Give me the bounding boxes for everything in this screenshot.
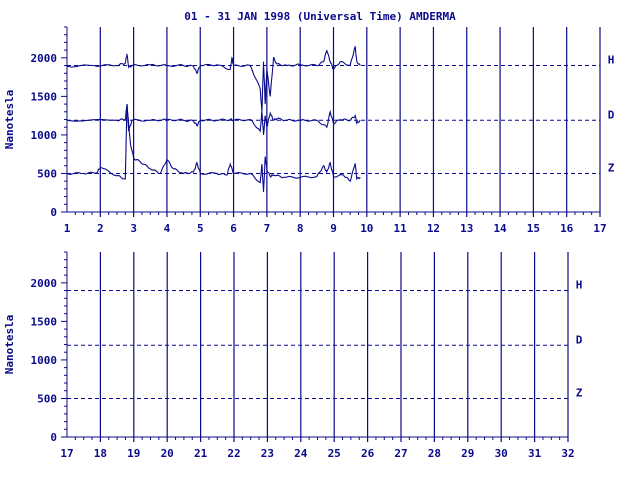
- panel-days-17-32: 0 500 1000 1500 2000 Nanotesla 17 18 19 20 21 22 23 2…: [3, 251, 583, 460]
- x-tick-label: 8: [297, 222, 304, 235]
- x-tick-label: 16: [560, 222, 574, 235]
- x-tick-label: 11: [394, 222, 408, 235]
- x-tick-label: 3: [130, 222, 137, 235]
- x-tick-label: 19: [127, 447, 140, 460]
- series-d-trace: [66, 104, 361, 135]
- x-tick-label: 32: [561, 447, 574, 460]
- y-tick-label: 1500: [31, 90, 58, 103]
- x-tick-label: 2: [97, 222, 104, 235]
- y-tick-label: 1000: [31, 129, 58, 142]
- y-tick-label: 1500: [31, 315, 58, 328]
- x-tick-label: 5: [197, 222, 204, 235]
- chart-title: 01 - 31 JAN 1998 (Universal Time) AMDERM…: [184, 10, 456, 23]
- component-label-h: H: [576, 279, 583, 292]
- y-tick-label: 2000: [31, 277, 58, 290]
- y-tick-label: 1000: [31, 354, 58, 367]
- component-label-h: H: [608, 54, 615, 67]
- x-tick-label: 12: [427, 222, 440, 235]
- series-h-trace: [66, 46, 361, 112]
- x-tick-label: 17: [60, 447, 73, 460]
- x-tick-label: 9: [330, 222, 337, 235]
- x-tick-label: 15: [527, 222, 540, 235]
- y-tick-label: 500: [37, 167, 57, 180]
- x-tick-label: 24: [294, 447, 308, 460]
- x-tick-label: 14: [493, 222, 507, 235]
- x-tick-label: 21: [194, 447, 208, 460]
- y-tick-label: 0: [50, 206, 57, 219]
- x-tick-label: 27: [394, 447, 407, 460]
- x-tick-label: 31: [528, 447, 542, 460]
- y-axis-label: Nanotesla: [3, 90, 16, 150]
- y-axis-label: Nanotesla: [3, 315, 16, 375]
- x-tick-label: 7: [264, 222, 271, 235]
- x-tick-label: 17: [593, 222, 606, 235]
- y-tick-label: 0: [50, 431, 57, 444]
- x-tick-label: 10: [360, 222, 373, 235]
- x-tick-label: 4: [164, 222, 171, 235]
- x-tick-label: 22: [227, 447, 240, 460]
- x-tick-label: 6: [230, 222, 237, 235]
- x-tick-label: 29: [461, 447, 474, 460]
- x-tick-label: 1: [64, 222, 71, 235]
- component-label-z: Z: [608, 161, 615, 174]
- x-tick-label: 13: [460, 222, 473, 235]
- series-z-trace: [66, 104, 361, 193]
- x-tick-label: 28: [428, 447, 441, 460]
- y-tick-label: 2000: [31, 52, 58, 65]
- x-tick-label: 18: [94, 447, 107, 460]
- x-tick-label: 20: [161, 447, 174, 460]
- component-label-d: D: [576, 333, 583, 346]
- x-tick-label: 23: [261, 447, 274, 460]
- y-tick-label: 500: [37, 392, 57, 405]
- x-tick-label: 26: [361, 447, 375, 460]
- component-label-d: D: [608, 108, 615, 121]
- component-label-z: Z: [576, 386, 583, 399]
- x-tick-label: 30: [495, 447, 508, 460]
- x-tick-label: 25: [328, 447, 341, 460]
